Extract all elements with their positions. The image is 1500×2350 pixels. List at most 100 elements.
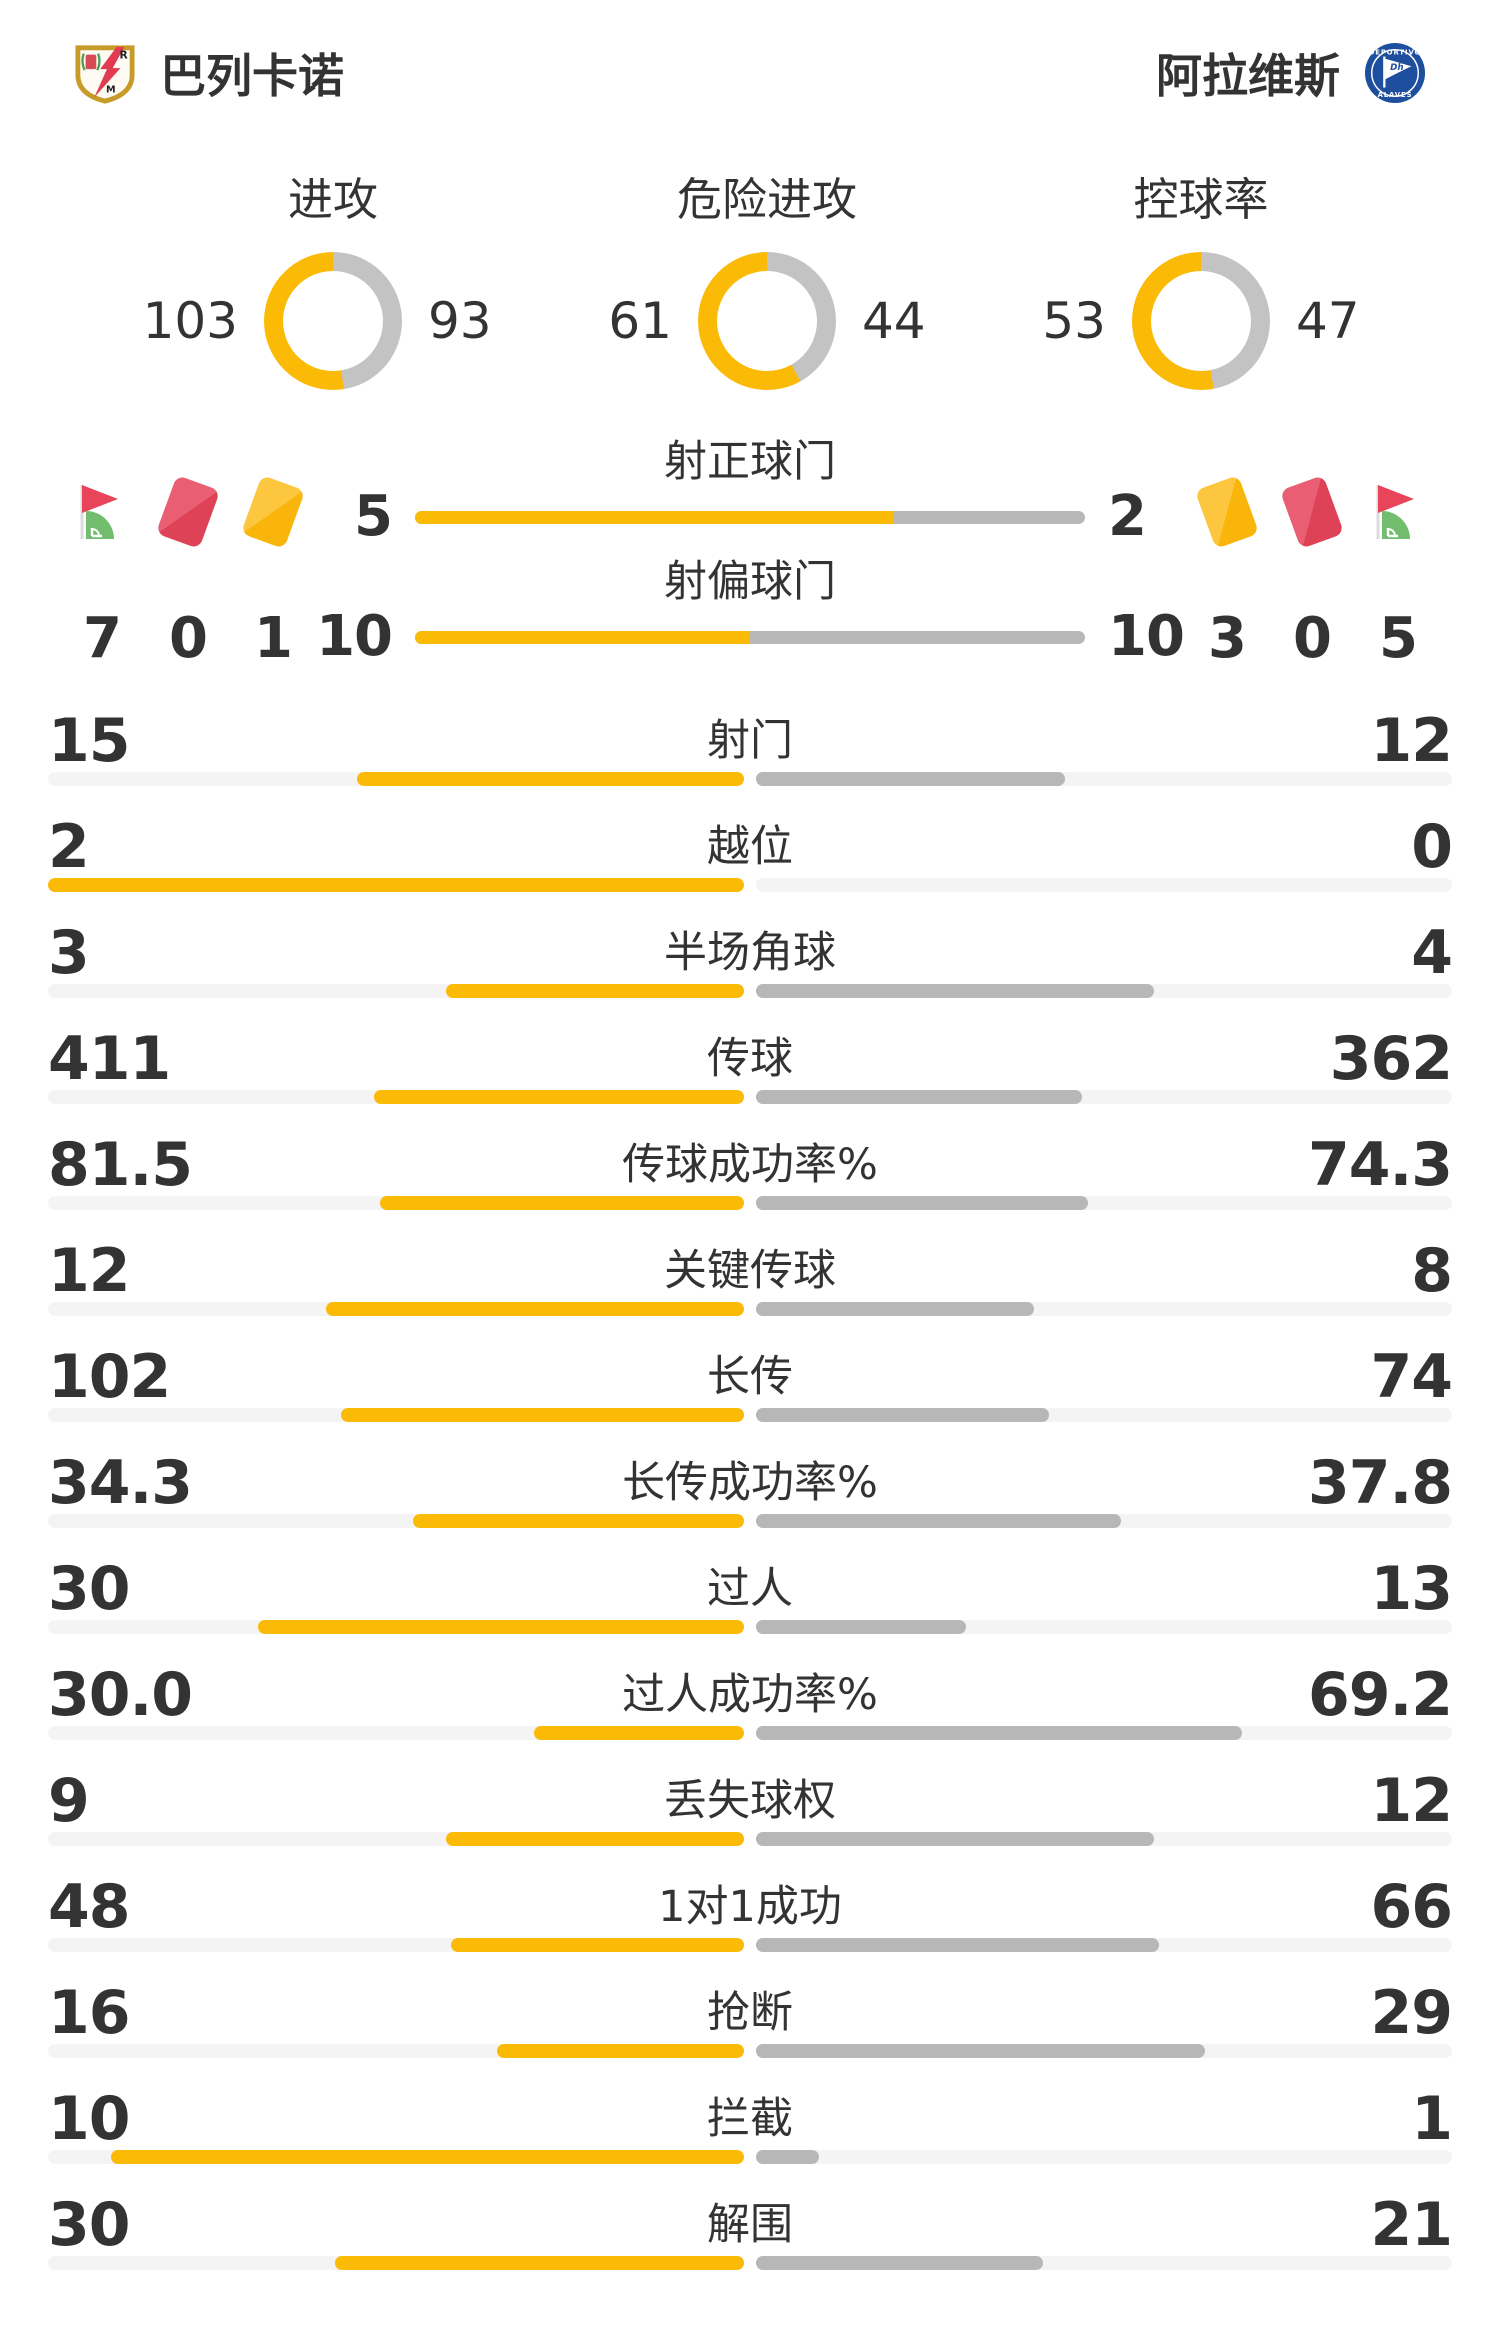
donut-group-attacks: 进攻 103 93: [93, 176, 573, 390]
svg-text:DEPORTIVO: DEPORTIVO: [1369, 49, 1422, 57]
away-stat-value: 0: [1411, 812, 1453, 882]
home-stat-bar-fill: [379, 1196, 744, 1210]
home-stat-bar-fill: [496, 2044, 744, 2058]
away-stat-value: 74: [1370, 1342, 1453, 1412]
stat-label: 长传成功率%: [622, 1458, 878, 1508]
away-team-crest-icon: DEPORTIVO Dh ALAVES: [1364, 42, 1426, 104]
home-stat-value: 30: [48, 1554, 130, 1624]
possession-donut-chart: [1132, 252, 1270, 390]
svg-text:M: M: [106, 84, 116, 95]
home-stat-bar-track: [48, 1090, 744, 1104]
away-stat-bar-fill: [756, 1832, 1154, 1846]
home-yellow-cards-count: 1: [254, 606, 293, 671]
home-possession-value: 53: [1042, 292, 1106, 350]
home-stat-bar-fill: [357, 772, 744, 786]
home-stat-bar-fill: [48, 878, 744, 892]
stat-label: 抢断: [707, 1988, 793, 2038]
home-stat-bar-track: [48, 984, 744, 998]
stat-row: 2 越位 0: [0, 816, 1500, 922]
shots-off-target-title: 射偏球门: [664, 557, 836, 607]
away-stat-value: 4: [1411, 918, 1453, 988]
shots-on-target-title: 射正球门: [664, 437, 836, 487]
away-stat-value: 21: [1370, 2190, 1453, 2260]
home-dangerous-attacks-value: 61: [608, 292, 672, 350]
home-red-card-icon: [155, 475, 221, 549]
away-stat-bar-fill: [756, 1408, 1049, 1422]
home-shots-on-target-value: 5: [354, 484, 393, 549]
home-stat-value: 9: [48, 1766, 90, 1836]
stat-label: 过人成功率%: [622, 1670, 878, 1720]
home-stat-bar-track: [48, 2256, 744, 2270]
attacks-donut-chart: [264, 252, 402, 390]
away-stat-bar-fill: [756, 1726, 1242, 1740]
home-stat-bar-fill: [326, 1302, 744, 1316]
away-stat-bar-track: [756, 772, 1452, 786]
away-stat-bar-track: [756, 2044, 1452, 2058]
home-team-crest-icon: R M: [75, 45, 135, 104]
home-stat-value: 12: [48, 1236, 130, 1306]
svg-text:Dh: Dh: [1390, 63, 1403, 73]
stat-row: 30 过人 13: [0, 1558, 1500, 1664]
away-stat-bar-fill: [756, 984, 1154, 998]
away-stat-value: 12: [1370, 706, 1453, 776]
away-yellow-cards-count: 3: [1208, 606, 1247, 671]
home-stat-value: 30.0: [48, 1660, 193, 1730]
away-stat-bar-fill: [756, 1938, 1159, 1952]
away-stat-bar-track: [756, 984, 1452, 998]
stat-label: 过人: [707, 1564, 793, 1614]
match-header: R M 巴列卡诺 阿拉维斯 DEPORTIVO Dh ALAVES: [74, 38, 1426, 108]
away-shots-on-target-value: 2: [1108, 484, 1147, 549]
away-stat-bar-fill: [756, 1514, 1121, 1528]
stat-row: 3 半场角球 4: [0, 922, 1500, 1028]
home-stat-bar-fill: [445, 1832, 744, 1846]
away-stat-bar-fill: [756, 1302, 1035, 1316]
donut-title: 危险进攻: [676, 173, 857, 226]
stat-row: 34.3 长传成功率% 37.8: [0, 1452, 1500, 1558]
home-stat-value: 81.5: [48, 1130, 193, 1200]
stat-row: 10 拦截 1: [0, 2088, 1500, 2194]
away-stat-bar-fill: [756, 1090, 1082, 1104]
away-stat-value: 74.3: [1307, 1130, 1453, 1200]
away-stat-bar-track: [756, 1090, 1452, 1104]
away-stat-bar-fill: [756, 2044, 1205, 2058]
away-stat-bar-track: [756, 2150, 1452, 2164]
away-corner-flag-icon: [1376, 485, 1414, 539]
home-corner-flag-icon: [80, 485, 118, 539]
stat-row: 81.5 传球成功率% 74.3: [0, 1134, 1500, 1240]
away-stat-value: 8: [1411, 1236, 1453, 1306]
home-stat-bar-fill: [111, 2150, 744, 2164]
stat-label: 丢失球权: [664, 1776, 836, 1826]
away-stat-value: 29: [1370, 1978, 1453, 2048]
home-attacks-value: 103: [142, 292, 238, 350]
away-stat-bar-fill: [756, 2256, 1043, 2270]
home-stat-bar-fill: [334, 2256, 744, 2270]
stat-label: 解围: [707, 2200, 793, 2250]
stat-label: 长传: [707, 1352, 793, 1402]
away-stat-bar-track: [756, 1408, 1452, 1422]
away-stat-bar-track: [756, 1196, 1452, 1210]
dangerous-attacks-donut-chart: [698, 252, 836, 390]
home-stat-value: 3: [48, 918, 90, 988]
home-stat-bar-track: [48, 2150, 744, 2164]
stat-label: 关键传球: [664, 1246, 836, 1296]
shots-off-target-bar: [415, 631, 1085, 644]
home-stat-bar-track: [48, 1832, 744, 1846]
home-stat-value: 30: [48, 2190, 130, 2260]
donut-title: 控球率: [1133, 173, 1269, 226]
home-stat-value: 102: [48, 1342, 171, 1412]
home-stat-value: 48: [48, 1872, 130, 1942]
home-stat-bar-fill: [450, 1938, 744, 1952]
home-stat-value: 16: [48, 1978, 130, 2048]
away-stat-bar-fill: [756, 1196, 1088, 1210]
svg-text:ALAVES: ALAVES: [1378, 91, 1413, 99]
shots-on-target-home-fill: [415, 511, 894, 524]
home-stat-bar-track: [48, 1514, 744, 1528]
shots-off-target-home-fill: [415, 631, 750, 644]
home-stat-bar-track: [48, 1726, 744, 1740]
home-stat-value: 2: [48, 812, 90, 882]
stat-label: 传球: [707, 1034, 793, 1084]
away-stat-value: 69.2: [1307, 1660, 1453, 1730]
stat-row: 102 长传 74: [0, 1346, 1500, 1452]
stat-label: 越位: [707, 822, 793, 872]
stat-label: 传球成功率%: [622, 1140, 878, 1190]
